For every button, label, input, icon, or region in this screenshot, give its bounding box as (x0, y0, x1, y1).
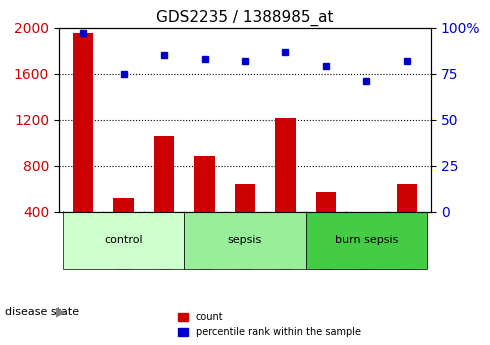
Text: burn sepsis: burn sepsis (335, 235, 398, 245)
Bar (316, 192, 336, 211)
Bar (356, 211, 376, 217)
FancyBboxPatch shape (306, 211, 427, 269)
Text: sepsis: sepsis (228, 235, 262, 245)
Bar (275, 118, 295, 211)
Text: disease state: disease state (5, 307, 79, 317)
Bar (114, 198, 134, 211)
Legend: count, percentile rank within the sample: count, percentile rank within the sample (175, 309, 364, 340)
Bar (154, 136, 174, 211)
Bar (73, 33, 93, 211)
Text: control: control (104, 235, 143, 245)
Title: GDS2235 / 1388985_at: GDS2235 / 1388985_at (156, 10, 334, 26)
FancyBboxPatch shape (63, 211, 184, 269)
Bar (235, 184, 255, 211)
Bar (195, 156, 215, 211)
FancyBboxPatch shape (184, 211, 306, 269)
Text: ▶: ▶ (56, 306, 66, 319)
Bar (397, 184, 417, 211)
